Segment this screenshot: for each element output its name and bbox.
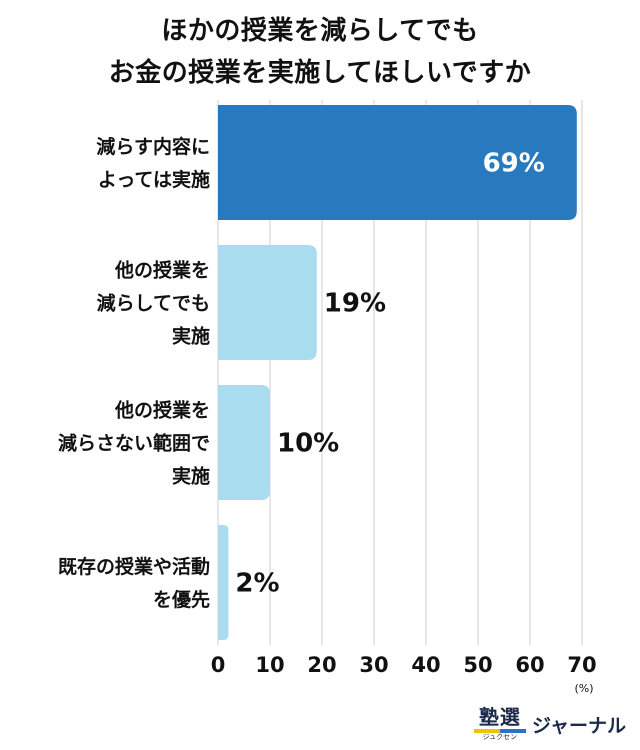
x-tick-label: 30 (359, 653, 388, 677)
x-tick-label: 0 (211, 653, 226, 677)
brand-logo-kanji: 塾選 (478, 705, 521, 729)
category-label: 実施 (172, 325, 210, 348)
brand-logo-mark: 塾選 ジュクセン (473, 705, 526, 742)
category-label: を優先 (153, 588, 210, 611)
bar-value-label: 2% (235, 569, 279, 599)
category-label: 他の授業を (114, 259, 210, 282)
brand-logo-stripe (473, 729, 526, 733)
category-label: 既存の授業や活動 (58, 555, 210, 578)
bar-value-label: 10% (277, 429, 339, 459)
x-tick-label: 60 (515, 653, 544, 677)
x-tick-label: 20 (307, 653, 336, 677)
x-tick-label: 50 (463, 653, 492, 677)
x-tick-label: 40 (411, 653, 440, 677)
bar-value-label: 19% (324, 289, 386, 319)
brand-logo-journal: ジャーナル (531, 715, 626, 737)
bar-value-label: 69% (483, 149, 545, 179)
x-tick-label: 70 (567, 653, 596, 677)
category-label: 他の授業を (114, 399, 210, 422)
brand-logo: 塾選 ジュクセン ジャーナル (473, 705, 626, 742)
x-tick-label: 10 (255, 653, 284, 677)
brand-logo-kana: ジュクセン (482, 733, 518, 741)
category-label: 減らさない範囲で (58, 432, 210, 455)
category-label: 減らしてでも (97, 292, 210, 315)
bar (218, 385, 270, 500)
chart-title-line-1: ほかの授業を減らしてでも (161, 16, 479, 46)
category-label: 減らす内容に (96, 135, 210, 158)
bar (218, 245, 317, 360)
chart-title-line-2: お金の授業を実施してほしいですか (108, 58, 532, 88)
category-label: 実施 (172, 465, 210, 488)
bar (218, 105, 577, 220)
bar (218, 525, 229, 640)
chart-title: ほかの授業を減らしてでも お金の授業を実施してほしいですか (0, 10, 640, 94)
x-unit-label: (%) (574, 682, 593, 695)
category-label: よっては実施 (98, 168, 210, 191)
